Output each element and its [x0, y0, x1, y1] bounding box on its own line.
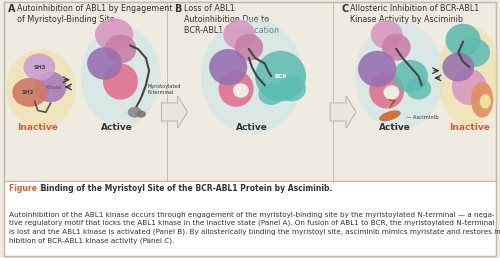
Text: Inactive: Inactive	[18, 123, 58, 132]
Ellipse shape	[6, 49, 76, 128]
Ellipse shape	[201, 18, 303, 134]
FancyArrow shape	[330, 96, 356, 128]
Text: Kinase: Kinase	[46, 85, 62, 90]
Ellipse shape	[258, 83, 284, 105]
Ellipse shape	[209, 49, 247, 85]
Ellipse shape	[382, 34, 410, 61]
Ellipse shape	[233, 83, 249, 98]
Ellipse shape	[234, 34, 263, 61]
FancyBboxPatch shape	[4, 2, 496, 181]
Text: A: A	[8, 4, 16, 14]
Ellipse shape	[24, 53, 56, 80]
Ellipse shape	[480, 94, 491, 109]
Text: SH2: SH2	[22, 90, 34, 95]
Ellipse shape	[442, 53, 474, 82]
Ellipse shape	[278, 76, 306, 101]
FancyBboxPatch shape	[4, 181, 496, 256]
Text: SH3: SH3	[33, 64, 46, 70]
Ellipse shape	[371, 20, 402, 49]
Text: Active: Active	[236, 123, 268, 132]
Text: BCR: BCR	[274, 74, 287, 79]
Text: Inactive: Inactive	[449, 123, 490, 132]
Text: B: B	[174, 4, 182, 14]
Ellipse shape	[355, 22, 444, 130]
Ellipse shape	[103, 63, 138, 100]
Text: Allosteric Inhibition of BCR-ABL1
Kinase Activity by Asciminib: Allosteric Inhibition of BCR-ABL1 Kinase…	[350, 4, 480, 24]
FancyArrow shape	[162, 96, 188, 128]
Ellipse shape	[379, 110, 400, 121]
Ellipse shape	[224, 20, 255, 49]
Ellipse shape	[384, 85, 400, 100]
Ellipse shape	[458, 38, 490, 67]
Text: Autoinhibition of the ABL1 kinase occurs through engagement of the myristoyl-bin: Autoinhibition of the ABL1 kinase occurs…	[9, 212, 500, 244]
Ellipse shape	[136, 110, 146, 118]
Text: Active: Active	[102, 123, 133, 132]
Ellipse shape	[87, 47, 122, 80]
Ellipse shape	[34, 71, 66, 102]
Ellipse shape	[438, 26, 500, 127]
Text: Myristoylated
N-terminal: Myristoylated N-terminal	[148, 84, 181, 95]
Ellipse shape	[218, 71, 254, 107]
Text: Figure 1.: Figure 1.	[9, 184, 48, 194]
Ellipse shape	[471, 82, 493, 118]
Ellipse shape	[369, 72, 404, 109]
Ellipse shape	[104, 35, 136, 63]
Text: C: C	[341, 4, 348, 14]
Ellipse shape	[358, 51, 396, 87]
Ellipse shape	[452, 69, 487, 105]
Ellipse shape	[128, 107, 142, 118]
Ellipse shape	[12, 78, 48, 107]
Ellipse shape	[95, 18, 133, 51]
Text: Loss of ABL1
Autoinhibition Due to
BCR-ABL1 Translocation: Loss of ABL1 Autoinhibition Due to BCR-A…	[184, 4, 278, 35]
Ellipse shape	[393, 60, 428, 92]
Ellipse shape	[255, 51, 306, 101]
Text: Active: Active	[378, 123, 410, 132]
Ellipse shape	[80, 26, 160, 127]
Text: — Asciminib: — Asciminib	[406, 115, 438, 120]
Ellipse shape	[406, 78, 431, 100]
Text: Binding of the Myristoyl Site of the BCR-ABL1 Protein by Asciminib.: Binding of the Myristoyl Site of the BCR…	[38, 184, 333, 194]
Text: Autoinhibition of ABL1 by Engagement
of Myristoyl-Binding Site: Autoinhibition of ABL1 by Engagement of …	[17, 4, 172, 24]
Ellipse shape	[446, 24, 480, 56]
